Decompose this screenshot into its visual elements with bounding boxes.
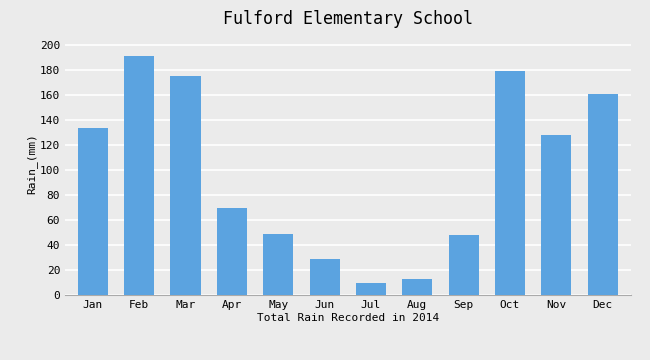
Bar: [402, 279, 432, 295]
Bar: [541, 135, 571, 295]
Bar: [124, 56, 154, 295]
Title: Fulford Elementary School: Fulford Elementary School: [223, 10, 473, 28]
Y-axis label: Rain_(mm): Rain_(mm): [26, 134, 37, 194]
Bar: [217, 208, 247, 295]
Bar: [263, 234, 293, 295]
Bar: [448, 235, 478, 295]
Bar: [356, 283, 386, 295]
Bar: [588, 94, 618, 295]
Bar: [78, 127, 108, 295]
X-axis label: Total Rain Recorded in 2014: Total Rain Recorded in 2014: [257, 313, 439, 323]
Bar: [170, 76, 201, 295]
Bar: [495, 71, 525, 295]
Bar: [309, 259, 340, 295]
